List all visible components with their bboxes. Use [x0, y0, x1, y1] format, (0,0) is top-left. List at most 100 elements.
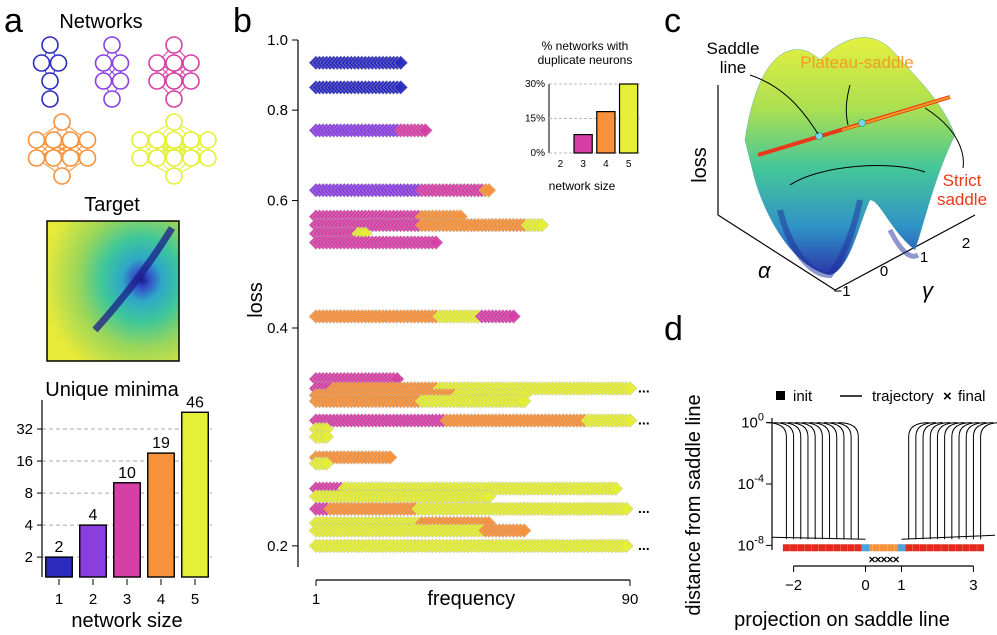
init-marker — [894, 544, 902, 552]
network-node — [165, 167, 183, 185]
continuation-marker: ... — [638, 500, 650, 516]
network-node — [41, 90, 59, 108]
init-marker — [880, 544, 887, 552]
gamma-tick-0: −1 — [833, 283, 850, 300]
y-tick-label: 0.2 — [267, 538, 288, 555]
continuation-marker: ... — [638, 537, 650, 553]
y-tick-label: 0.6 — [267, 193, 288, 210]
data-point — [622, 413, 638, 428]
gamma-tick-2: 1 — [920, 249, 928, 266]
inset-xlabel: network size — [549, 179, 616, 193]
network-node — [148, 72, 166, 90]
network-node — [27, 149, 46, 167]
data-point — [534, 217, 550, 233]
data-point — [516, 393, 532, 409]
unique-minima-chart: 2 4 8 16 32 2 1 4 2 10 3 19 4 46 5 network size — [16, 394, 212, 632]
network-node — [131, 131, 149, 149]
x-tick-label: 4 — [157, 591, 165, 608]
data-point — [481, 182, 497, 198]
x-tick-label: 1 — [312, 591, 320, 608]
network-node — [44, 131, 63, 149]
network-node — [199, 131, 217, 149]
x-tick-label: 3 — [123, 591, 131, 608]
network-node — [49, 54, 68, 72]
bar — [147, 452, 175, 578]
network-node — [61, 131, 80, 149]
gamma-tick-1: 0 — [880, 263, 888, 280]
inset-y-tick-label: 15% — [525, 114, 545, 125]
data-point — [319, 429, 334, 445]
label-strict-1: Strict — [943, 171, 982, 190]
saddle-line-pointer — [749, 74, 819, 135]
init-marker — [847, 544, 855, 552]
network-node — [165, 36, 183, 54]
network-node — [165, 149, 183, 167]
network-node — [131, 149, 149, 167]
legend-init-marker — [776, 391, 785, 400]
network-node — [44, 149, 63, 167]
init-marker — [919, 544, 927, 552]
data-point — [393, 55, 409, 71]
network-node — [94, 54, 113, 72]
network-node — [94, 72, 113, 90]
trajectory-line — [915, 422, 936, 540]
data-point — [481, 489, 497, 504]
trajectory-line — [922, 422, 944, 540]
init-marker — [797, 544, 805, 552]
saddle-point-2 — [858, 119, 866, 127]
trajectory-line — [809, 422, 831, 540]
network-node — [103, 36, 121, 54]
trajectory-line — [838, 422, 859, 540]
panel-letter-b: b — [233, 2, 252, 40]
inset-title-line1: % networks with — [542, 39, 629, 53]
trajectory-line — [831, 422, 852, 540]
init-marker — [862, 544, 870, 552]
init-marker — [840, 544, 848, 552]
network-node — [41, 36, 59, 54]
network-node — [27, 131, 46, 149]
loss-frequency-chart: 1.0 0.8 0.6 0.4 0.2 loss 1 90 frequency.........… — [245, 32, 650, 610]
y-tick-exponent: -4 — [754, 473, 764, 485]
network-node — [165, 54, 183, 72]
data-point — [506, 309, 521, 324]
legend-trajectory: trajectory — [872, 388, 934, 405]
x-tick-label: 1 — [897, 577, 905, 594]
y-tick-exponent: -8 — [754, 534, 764, 546]
network-node — [53, 113, 71, 131]
network-node — [182, 131, 200, 149]
y-tick-label: 1.0 — [267, 32, 288, 49]
y-tick-label: 8 — [25, 485, 33, 502]
trajectory-line — [766, 422, 787, 540]
y-axis-label: loss — [245, 282, 267, 318]
final-markers: ××××× — [868, 552, 899, 566]
init-marker — [969, 544, 977, 552]
inset-bar — [618, 83, 639, 154]
network-edge — [156, 139, 209, 159]
init-marker — [833, 544, 841, 552]
x-axis-label: frequency — [427, 588, 515, 610]
network-node — [41, 72, 59, 90]
init-marker — [933, 544, 941, 552]
network-diagrams — [27, 36, 217, 185]
bar-value-label: 4 — [89, 507, 98, 524]
trajectory-line — [944, 422, 965, 540]
trajectory-line — [951, 422, 972, 540]
bar — [79, 524, 107, 578]
trajectory-line — [958, 422, 980, 540]
y-tick-label: 10-4 — [738, 473, 764, 493]
x-tick-label: −2 — [785, 577, 802, 594]
y-tick-label: 4 — [25, 517, 33, 534]
panel-letter-a: a — [4, 2, 23, 40]
trajectory-line — [929, 422, 951, 540]
label-saddle-line-2: line — [720, 58, 746, 77]
data-point — [382, 450, 398, 465]
legend-final: final — [958, 388, 986, 405]
duplicate-neurons-inset: % networks with duplicate neurons networ… — [525, 39, 640, 193]
network-node — [78, 149, 97, 167]
y-tick-label: 10-8 — [738, 534, 764, 554]
network-node — [182, 149, 200, 167]
network-node — [148, 54, 166, 72]
x-tick-label: 3 — [969, 577, 977, 594]
x-tick-label: 2 — [89, 591, 97, 608]
